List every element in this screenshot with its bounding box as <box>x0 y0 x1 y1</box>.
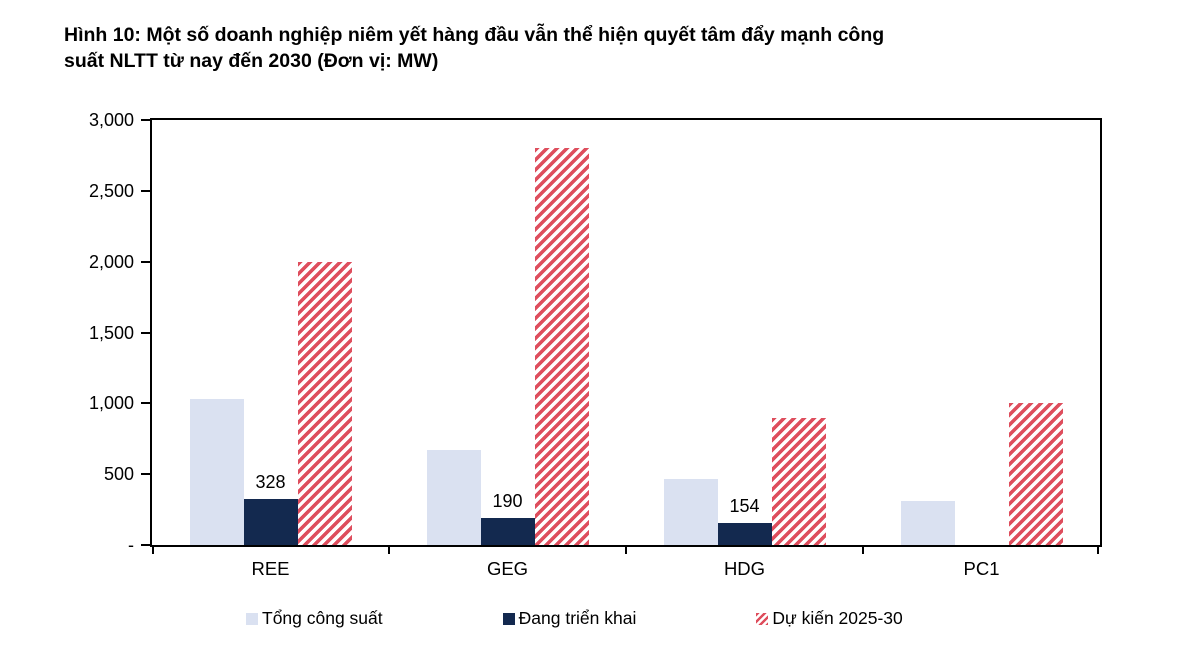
x-axis-label-hdg: HDG <box>723 558 766 579</box>
bar-dang-trien-khai-ree <box>243 498 298 545</box>
chart-legend: Tổng công suất Đang triển khai Dự kiến 202… <box>150 608 1150 629</box>
y-axis-tick <box>141 544 150 546</box>
legend-label-du-kien-2025-30: Dự kiến 2025-30 <box>772 608 903 628</box>
figure-title: Hình 10: Một số doanh nghiệp niêm yết hà… <box>64 22 1164 74</box>
bar-tong-cong-suat-pc1 <box>900 501 955 545</box>
x-axis-tick <box>152 547 154 554</box>
y-axis-label: 2,500 <box>88 180 134 201</box>
y-axis-tick <box>141 119 150 121</box>
legend-marker-du-kien-2025-30 <box>756 612 769 625</box>
bar-tong-cong-suat-geg <box>426 450 481 545</box>
y-axis-label: 1,500 <box>88 322 134 343</box>
bar-value-label-hdg: 154 <box>729 496 760 517</box>
bar-dang-trien-khai-geg <box>480 518 535 545</box>
y-axis-label: 2,000 <box>88 251 134 272</box>
legend-label-dang-trien-khai: Đang triển khai <box>518 608 637 628</box>
y-axis-label: - <box>128 535 134 555</box>
legend-item-dang-trien-khai: Đang triển khai <box>502 608 637 629</box>
bar-tong-cong-suat-ree <box>189 399 244 545</box>
y-axis-label: 500 <box>103 464 134 485</box>
legend-marker-dang-trien-khai <box>502 612 515 625</box>
legend-label-tong-cong-suat: Tổng công suất <box>262 608 383 628</box>
bar-du-kien-2025-30-hdg <box>771 417 826 545</box>
bar-value-label-geg: 190 <box>492 491 523 512</box>
figure-title-line1: Hình 10: Một số doanh nghiệp niêm yết hà… <box>64 24 885 46</box>
y-axis-tick <box>141 402 150 405</box>
bar-du-kien-2025-30-ree <box>297 261 352 545</box>
x-axis-label-pc1: PC1 <box>963 558 1000 579</box>
bar-dang-trien-khai-hdg <box>717 523 772 545</box>
x-axis-tick <box>388 547 390 554</box>
y-axis-tick <box>141 260 150 263</box>
x-axis-tick <box>1097 547 1099 554</box>
y-axis-label: 3,000 <box>88 110 134 130</box>
y-axis-tick <box>141 473 150 476</box>
x-axis-label-geg: GEG <box>486 558 529 579</box>
bar-tong-cong-suat-hdg <box>663 479 718 545</box>
plot-area: - 500 1,000 1,500 2,000 2,500 3,000 REE 328 GEG 19… <box>89 111 1102 579</box>
legend-item-tong-cong-suat: Tổng công suất <box>246 608 383 629</box>
legend-marker-tong-cong-suat <box>246 612 258 625</box>
x-axis-tick <box>862 547 864 554</box>
bar-value-label-ree: 328 <box>255 471 286 492</box>
figure-title-line2: suất NLTT từ nay đến 2030 (Đơn vị: MW) <box>64 50 439 72</box>
x-axis-label-ree: REE <box>251 558 290 579</box>
x-axis-tick <box>625 547 627 554</box>
y-axis-tick <box>141 331 150 334</box>
y-axis-tick <box>141 189 150 192</box>
y-axis-label: 1,000 <box>88 393 134 414</box>
bar-du-kien-2025-30-pc1 <box>1008 403 1063 545</box>
legend-item-du-kien-2025-30: Dự kiến 2025-30 <box>756 608 903 629</box>
bar-du-kien-2025-30-geg <box>534 148 589 545</box>
